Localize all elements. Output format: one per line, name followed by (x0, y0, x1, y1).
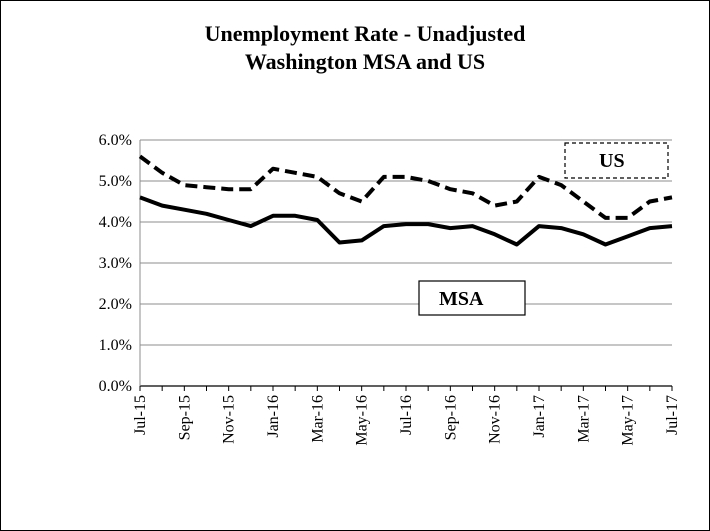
x-tick-label: Jul-17 (664, 395, 681, 435)
legend-label-msa: MSA (439, 288, 484, 310)
y-tick-label: 5.0% (99, 173, 132, 190)
y-tick-label: 0.0% (99, 378, 132, 395)
chart-title: Unemployment Rate - Unadjusted (205, 21, 526, 46)
series-line-msa (139, 195, 673, 247)
x-tick-label: Jul-16 (398, 395, 415, 435)
y-tick-label: 4.0% (99, 214, 132, 231)
x-tick-label: Jul-15 (132, 395, 149, 435)
y-tick-label: 3.0% (99, 255, 132, 272)
y-tick-label: 2.0% (99, 296, 132, 313)
x-tick-label: May-16 (354, 395, 371, 446)
x-tick-label: Jan-16 (265, 395, 282, 438)
x-tick-label: Nov-15 (221, 395, 238, 444)
x-tick-label: Mar-16 (309, 395, 326, 443)
x-tick-label: Mar-17 (575, 395, 592, 443)
legend-box-us (564, 142, 669, 179)
y-tick-label: 6.0% (99, 132, 132, 149)
x-tick-label: Nov-16 (487, 395, 504, 444)
series-lines (138, 154, 673, 247)
y-axis-ticks: 0.0% 1.0% 2.0% 3.0% 4.0% 5.0% 6.0% (99, 132, 132, 395)
x-axis: Jul-15 Sep-15 Nov-15 Jan-16 Mar-16 May-16 Jul-… (132, 140, 681, 446)
legend: US MSA (418, 142, 669, 316)
chart-subtitle: Washington MSA and US (245, 49, 485, 74)
x-tick-label: Jan-17 (531, 395, 548, 438)
series-line-us (138, 154, 673, 220)
x-tick-label: Sep-16 (442, 395, 459, 440)
legend-box-msa (418, 280, 526, 316)
x-tick-label: Sep-15 (176, 395, 193, 440)
x-tick-label: May-17 (620, 395, 637, 446)
y-tick-label: 1.0% (99, 337, 132, 354)
legend-label-us: US (599, 150, 625, 172)
